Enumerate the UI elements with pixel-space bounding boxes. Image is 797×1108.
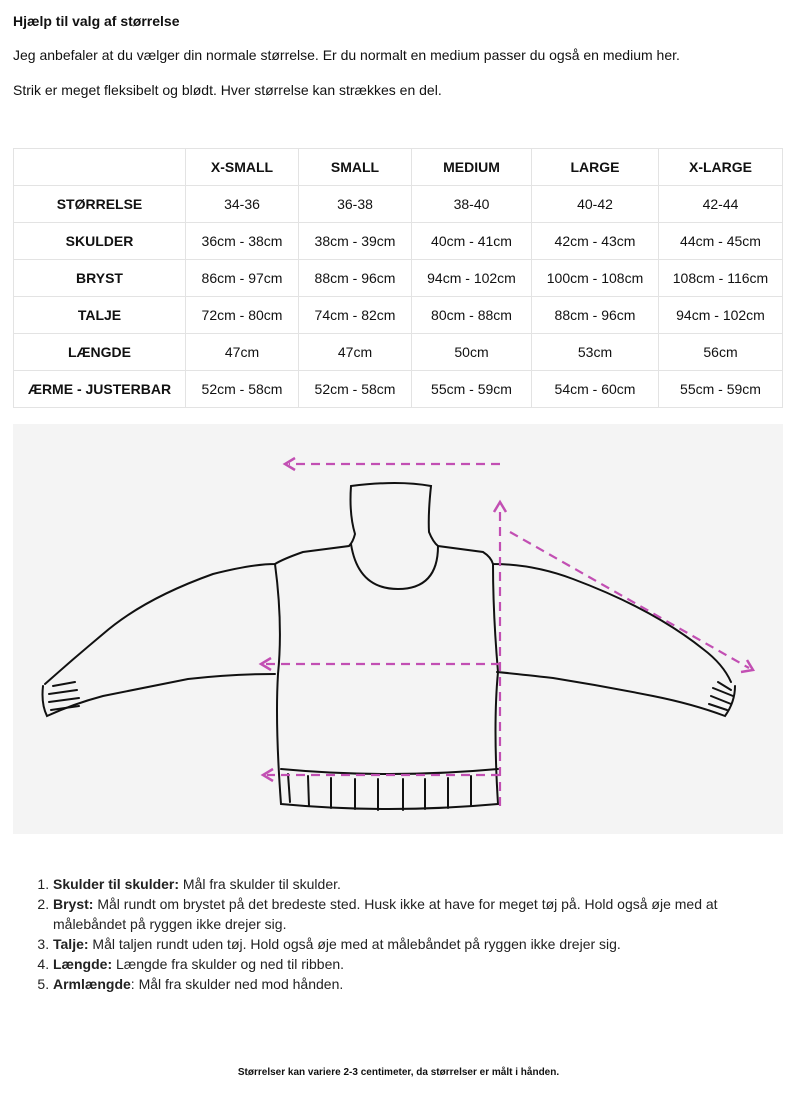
table-cell: 47cm	[298, 333, 412, 371]
column-header: SMALL	[298, 148, 412, 186]
table-cell: 55cm - 59cm	[411, 370, 532, 408]
measurement-arrows	[265, 462, 750, 806]
table-cell: 55cm - 59cm	[658, 370, 783, 408]
table-cell: 94cm - 102cm	[658, 296, 783, 334]
table-cell: 88cm - 96cm	[298, 259, 412, 297]
sweater-measurement-diagram	[13, 424, 783, 834]
list-item-text: Mål taljen rundt uden tøj. Hold også øje…	[88, 936, 621, 952]
measurement-instructions: Skulder til skulder: Mål fra skulder til…	[13, 874, 773, 994]
table-cell: 38cm - 39cm	[298, 222, 412, 260]
page-title: Hjælp til valg af størrelse	[13, 13, 180, 29]
table-row: TALJE 72cm - 80cm 74cm - 82cm 80cm - 88cm 88…	[13, 296, 783, 334]
table-cell: 42cm - 43cm	[531, 222, 659, 260]
table-header-row: X-SMALL SMALL MEDIUM LARGE X-LARGE	[13, 148, 783, 186]
table-cell: 44cm - 45cm	[658, 222, 783, 260]
sweater-illustration	[41, 456, 756, 811]
list-item: Længde: Længde fra skulder og ned til ri…	[53, 954, 773, 974]
column-header: LARGE	[531, 148, 659, 186]
table-cell: 74cm - 82cm	[298, 296, 412, 334]
list-item: Bryst: Mål rundt om brystet på det brede…	[53, 894, 773, 934]
column-header	[13, 148, 186, 186]
table-cell: 56cm	[658, 333, 783, 371]
table-cell: 72cm - 80cm	[185, 296, 299, 334]
row-label: ÆRME - JUSTERBAR	[13, 370, 186, 408]
list-item-text: Mål fra skulder til skulder.	[179, 876, 341, 892]
row-label: SKULDER	[13, 222, 186, 260]
table-cell: 53cm	[531, 333, 659, 371]
table-cell: 40cm - 41cm	[411, 222, 532, 260]
list-item: Armlængde: Mål fra skulder ned mod hånde…	[53, 974, 773, 994]
table-cell: 54cm - 60cm	[531, 370, 659, 408]
intro-text: Strik er meget fleksibelt og blødt. Hver…	[13, 82, 442, 98]
list-item-term: Skulder til skulder:	[53, 876, 180, 892]
table-cell: 47cm	[185, 333, 299, 371]
table-cell: 36cm - 38cm	[185, 222, 299, 260]
arrow-heads	[258, 456, 756, 783]
table-cell: 94cm - 102cm	[411, 259, 532, 297]
table-cell: 86cm - 97cm	[185, 259, 299, 297]
list-item-text: : Mål fra skulder ned mod hånden.	[130, 976, 344, 992]
list-item-term: Længde:	[53, 956, 113, 972]
list-item-text: Længde fra skulder og ned til ribben.	[112, 956, 345, 972]
table-row: SKULDER 36cm - 38cm 38cm - 39cm 40cm - 41cm…	[13, 222, 783, 260]
table-cell: 52cm - 58cm	[298, 370, 412, 408]
column-header: X-SMALL	[185, 148, 299, 186]
table-row: ÆRME - JUSTERBAR 52cm - 58cm 52cm - 58cm 55…	[13, 370, 783, 408]
row-label: STØRRELSE	[13, 185, 186, 223]
table-cell: 36-38	[298, 185, 412, 223]
sleeve-arrow	[509, 531, 750, 669]
table-row: LÆNGDE 47cm 47cm 50cm 53cm 56cm	[13, 333, 783, 371]
row-label: BRYST	[13, 259, 186, 297]
table-row: STØRRELSE 34-36 36-38 38-40 40-42 42-44	[13, 185, 783, 223]
table-cell: 34-36	[185, 185, 299, 223]
size-table: X-SMALL SMALL MEDIUM LARGE X-LARGE STØRR…	[13, 148, 783, 408]
list-item-term: Bryst:	[53, 896, 94, 912]
list-item: Skulder til skulder: Mål fra skulder til…	[53, 874, 773, 894]
list-item-term: Armlængde	[53, 976, 131, 992]
column-header: MEDIUM	[411, 148, 532, 186]
table-cell: 50cm	[411, 333, 532, 371]
row-label: TALJE	[13, 296, 186, 334]
list-item: Talje: Mål taljen rundt uden tøj. Hold o…	[53, 934, 773, 954]
table-cell: 88cm - 96cm	[531, 296, 659, 334]
table-cell: 38-40	[411, 185, 532, 223]
table-cell: 42-44	[658, 185, 783, 223]
table-cell: 52cm - 58cm	[185, 370, 299, 408]
footer-note: Størrelser kan variere 2-3 centimeter, d…	[237, 1067, 560, 1078]
column-header: X-LARGE	[658, 148, 783, 186]
table-cell: 40-42	[531, 185, 659, 223]
list-item-text: Mål rundt om brystet på det bredeste ste…	[53, 896, 718, 932]
table-cell: 80cm - 88cm	[411, 296, 532, 334]
row-label: LÆNGDE	[13, 333, 186, 371]
table-row: BRYST 86cm - 97cm 88cm - 96cm 94cm - 102cm 1…	[13, 259, 783, 297]
sweater-outline	[41, 482, 736, 811]
intro-text: Jeg anbefaler at du vælger din normale s…	[13, 47, 680, 63]
table-cell: 100cm - 108cm	[531, 259, 659, 297]
table-cell: 108cm - 116cm	[658, 259, 783, 297]
list-item-term: Talje:	[53, 936, 89, 952]
